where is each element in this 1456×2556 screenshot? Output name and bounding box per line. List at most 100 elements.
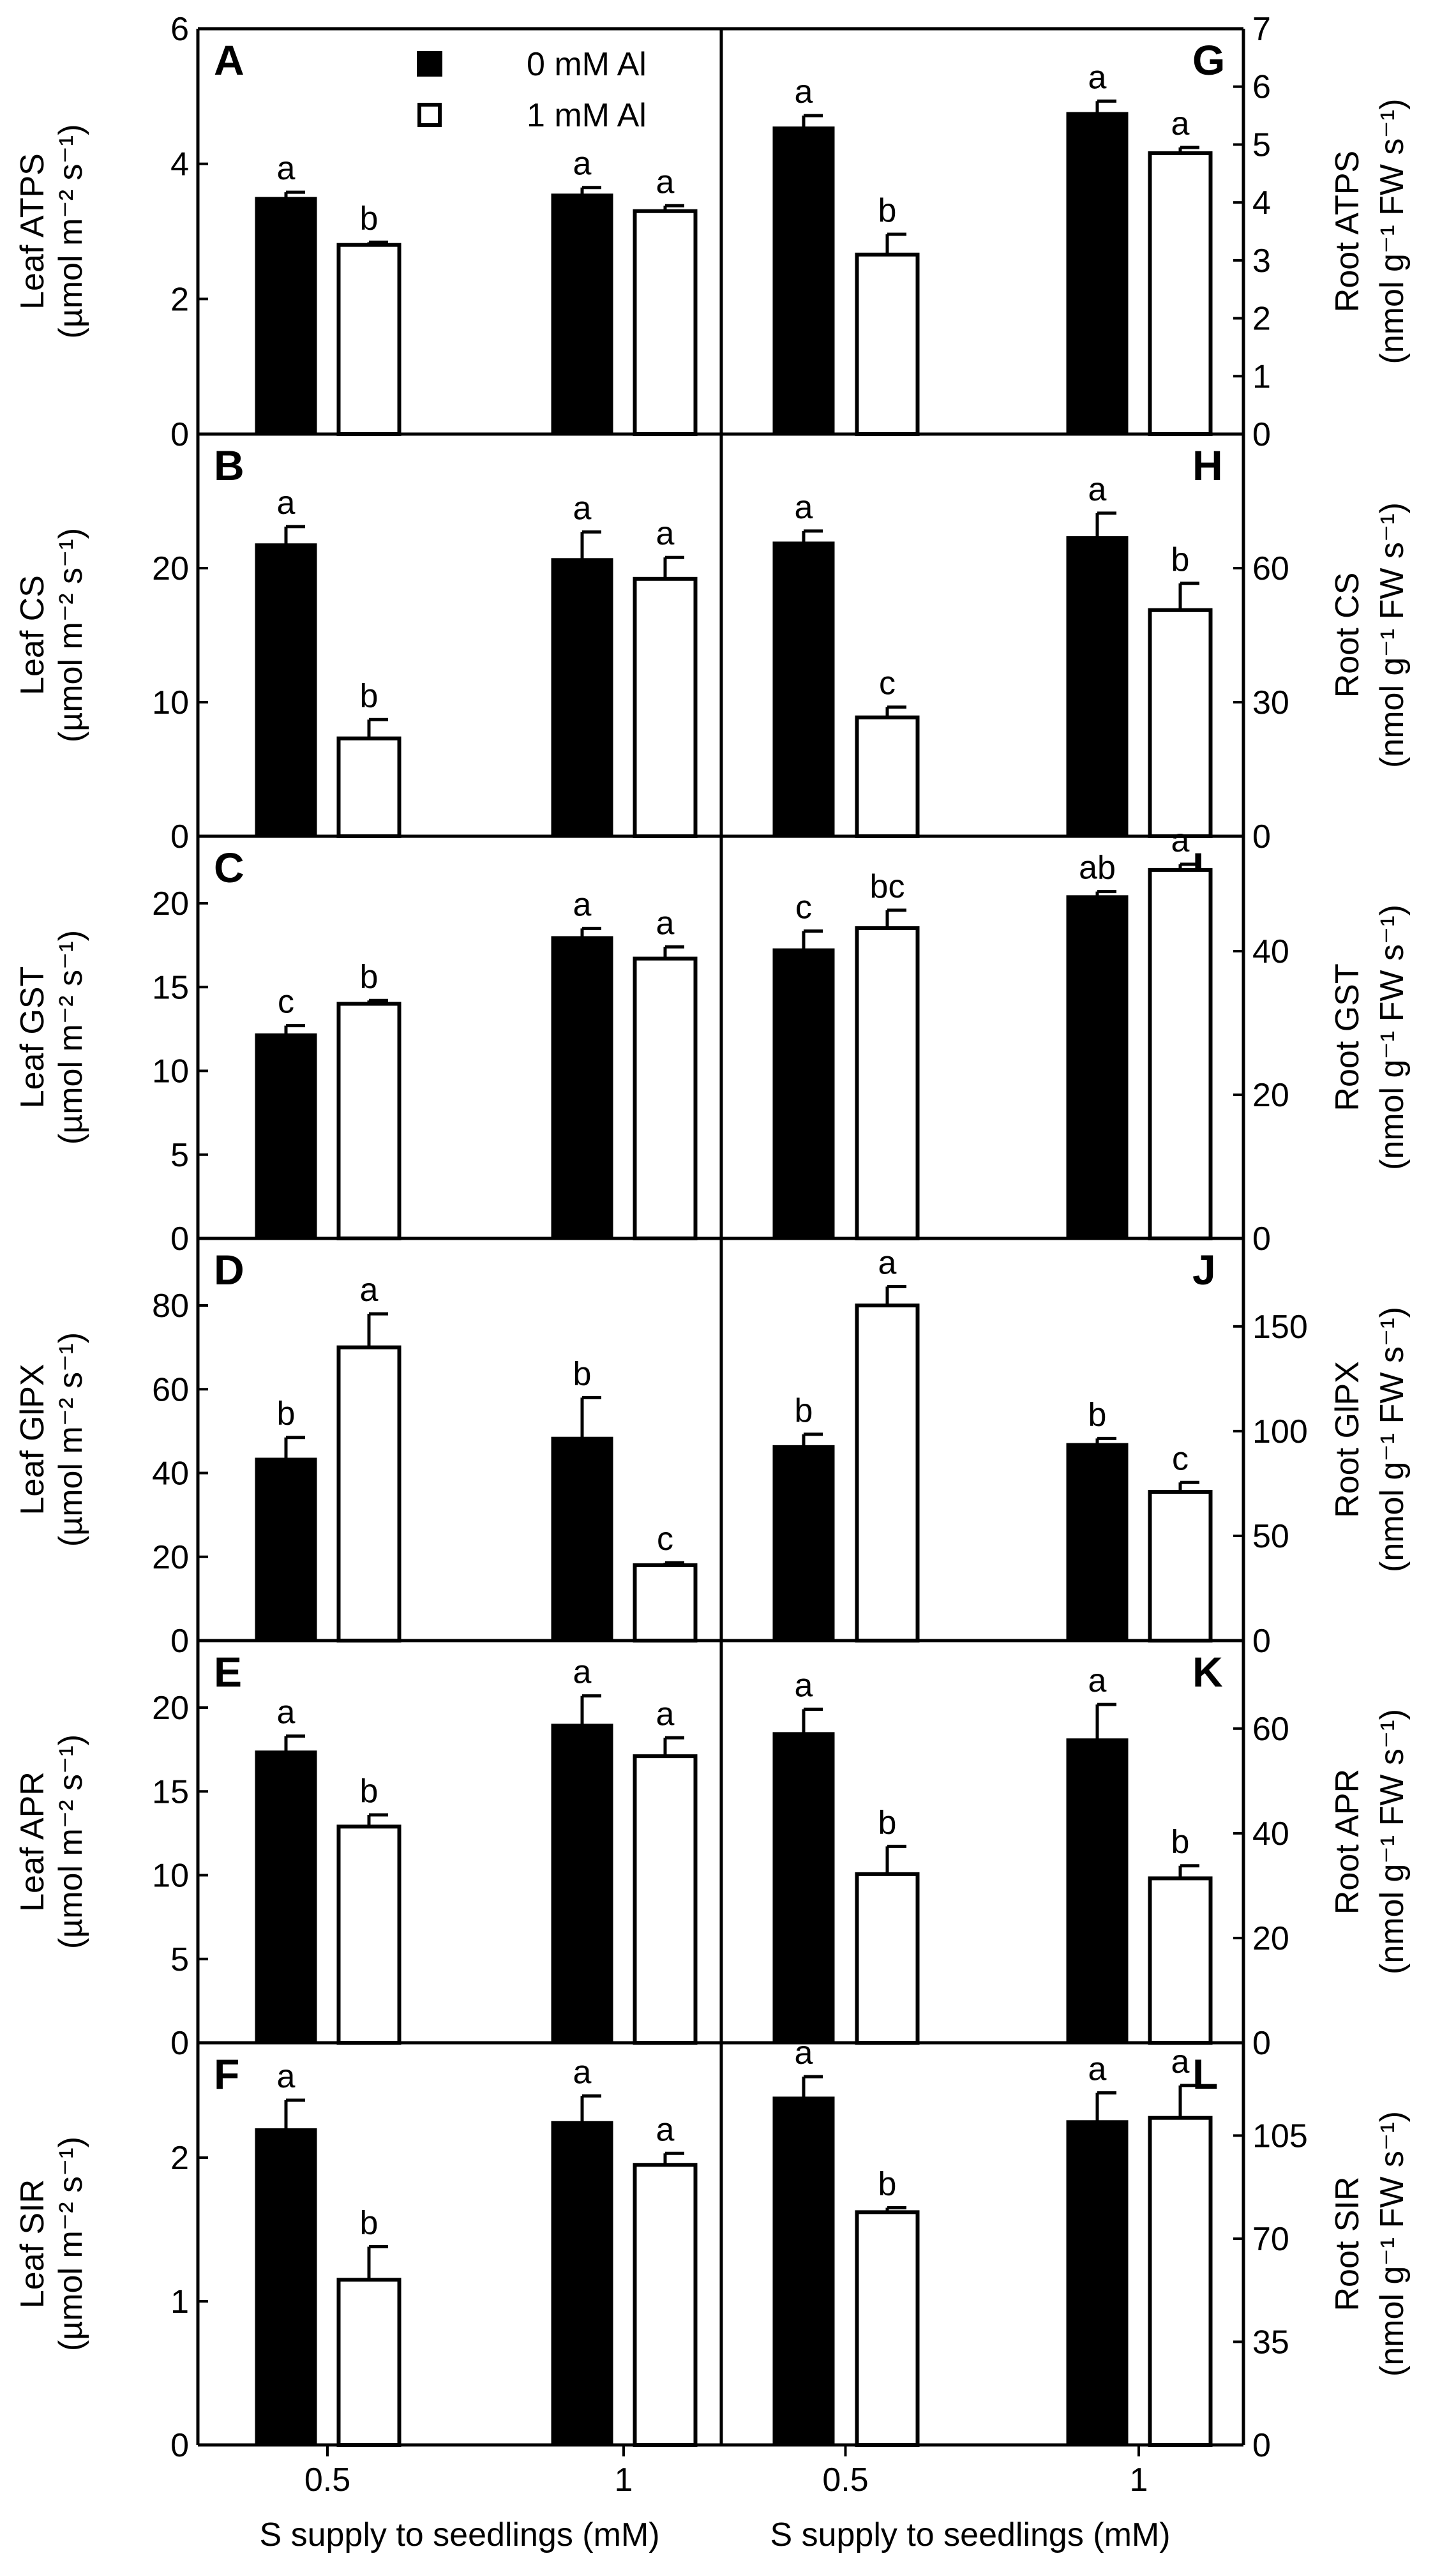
x-tick-label: 0.5: [822, 2462, 868, 2499]
significance-letter: a: [795, 489, 813, 526]
y-tick-label: 105: [1252, 2117, 1308, 2154]
bar-0mm: [772, 2096, 835, 2446]
significance-letter: a: [1171, 822, 1190, 859]
significance-letter: b: [878, 1804, 897, 1841]
significance-letter: a: [878, 1244, 897, 1281]
significance-letter: b: [360, 677, 379, 714]
panel-letter: D: [214, 1246, 244, 1293]
y-tick-label: 100: [1252, 1413, 1308, 1450]
y-tick-label: 4: [1252, 184, 1271, 222]
significance-letter: a: [1088, 1662, 1107, 1699]
bar-1mm: [855, 926, 920, 1240]
bar-0mm: [772, 948, 835, 1239]
significance-letter: a: [795, 73, 813, 110]
bar-1mm: [633, 1563, 698, 1643]
significance-letter: b: [277, 1395, 296, 1432]
panel-letter: F: [214, 2050, 239, 2098]
bar-1mm: [633, 2163, 698, 2447]
y-tick-label: 70: [1252, 2221, 1289, 2258]
significance-letter: c: [657, 1521, 673, 1558]
y-axis-title-line2: (µmol m⁻² s⁻¹): [52, 2137, 89, 2351]
bar-0mm: [551, 936, 613, 1239]
significance-letter: b: [360, 958, 379, 995]
y-tick-label: 6: [1252, 69, 1271, 106]
significance-letter: a: [656, 515, 675, 552]
y-tick-label: 40: [1252, 1816, 1289, 1853]
y-tick-label: 30: [1252, 684, 1289, 721]
y-tick-label: 3: [1252, 243, 1271, 280]
panel-a: 0 2 4 6 Leaf ATPS (µmol m⁻² s⁻¹) Aa b a a: [14, 11, 698, 453]
significance-letter: a: [656, 905, 675, 942]
bar-1mm: [1148, 2116, 1213, 2447]
bar-0mm: [1066, 112, 1129, 435]
significance-letter: ab: [1079, 850, 1116, 887]
significance-letter: b: [878, 2165, 897, 2202]
panel-f: 0 1 2 Leaf SIR (µmol m⁻² s⁻¹) F a b a a: [14, 2050, 698, 2464]
y-axis-title-line2: (µmol m⁻² s⁻¹): [52, 528, 89, 742]
significance-letter: c: [1172, 1440, 1189, 1477]
y-tick-label: 20: [1252, 1077, 1289, 1114]
bar-0mm: [772, 541, 835, 838]
y-axis-title-line1: Root ATPS: [1329, 151, 1366, 312]
bar-1mm: [855, 2210, 920, 2447]
y-axis-title-line2: (nmol g⁻¹ FW s⁻¹): [1374, 502, 1411, 768]
y-tick-label: 35: [1252, 2324, 1289, 2361]
significance-letter: c: [795, 889, 812, 926]
significance-letter: a: [1171, 105, 1190, 142]
y-tick-label: 80: [152, 1288, 189, 1325]
significance-letter: b: [1088, 1396, 1107, 1433]
y-axis-title-line1: Leaf GlPX: [14, 1364, 51, 1515]
significance-letter: a: [277, 150, 296, 187]
significance-letter: b: [360, 2205, 379, 2242]
y-axis-title-line1: Leaf APR: [14, 1771, 51, 1912]
y-tick-label: 0: [1252, 1221, 1271, 1258]
y-tick-label: 0: [170, 818, 189, 855]
y-tick-label: 2: [1252, 301, 1271, 338]
panel-letter: J: [1192, 1246, 1216, 1293]
y-tick-label: 5: [170, 1941, 189, 1978]
bar-0mm: [1066, 1443, 1129, 1641]
y-axis-title-line1: Root GlPX: [1329, 1361, 1366, 1518]
panel-letter: G: [1192, 36, 1225, 84]
y-tick-label: 10: [152, 684, 189, 721]
panel-l: 0 35 70 105 Root SIR (nmol g⁻¹ FW s⁻¹) La b a a: [772, 2034, 1411, 2464]
y-tick-label: 50: [1252, 1518, 1289, 1555]
bar-1mm: [633, 956, 698, 1240]
y-tick-label: 2: [170, 2140, 189, 2177]
bar-1mm: [336, 2278, 402, 2447]
y-axis-title-line2: (µmol m⁻² s⁻¹): [52, 1734, 89, 1949]
legend-swatch-0mm: [417, 51, 442, 77]
y-tick-label: 0: [1252, 2025, 1271, 2062]
y-tick-label: 15: [152, 969, 189, 1006]
y-tick-label: 20: [152, 1539, 189, 1576]
significance-letter: a: [656, 163, 675, 200]
bar-0mm: [1066, 1738, 1129, 2043]
significance-letter: b: [878, 192, 897, 229]
significance-letter: a: [573, 886, 592, 923]
bar-0mm: [772, 1732, 835, 2043]
y-axis-title-line2: (nmol g⁻¹ FW s⁻¹): [1374, 1709, 1411, 1974]
bar-1mm: [633, 209, 698, 436]
y-tick-label: 1: [170, 2283, 189, 2320]
bar-0mm: [255, 1750, 317, 2043]
y-tick-label: 10: [152, 1858, 189, 1895]
panel-b: 0 10 20 Leaf CS (µmol m⁻² s⁻¹) Ba b a a: [14, 442, 698, 855]
y-tick-label: 15: [152, 1773, 189, 1810]
significance-letter: a: [277, 1694, 296, 1731]
significance-letter: a: [795, 1667, 813, 1704]
significance-letter: a: [1088, 2050, 1107, 2087]
x-axis-title-left: S supply to seedlings (mM): [259, 2516, 659, 2553]
y-axis-title-line1: Root GST: [1329, 963, 1366, 1111]
y-axis-title-line2: (nmol g⁻¹ FW s⁻¹): [1374, 99, 1411, 365]
y-axis-title-line1: Root SIR: [1329, 2177, 1366, 2312]
bar-0mm: [551, 1724, 613, 2043]
bar-1mm: [855, 252, 920, 436]
y-axis-title-line1: Root APR: [1329, 1769, 1366, 1914]
bar-0mm: [1066, 2120, 1129, 2446]
y-tick-label: 60: [1252, 1711, 1289, 1748]
y-tick-label: 1: [1252, 358, 1271, 395]
bar-1mm: [336, 243, 402, 436]
significance-letter: b: [573, 1355, 592, 1392]
panel-j: 0 50 100 150 Root GlPX (nmol g⁻¹ FW s⁻¹) Jb a b c: [772, 1244, 1411, 1660]
bar-0mm: [1066, 895, 1129, 1239]
